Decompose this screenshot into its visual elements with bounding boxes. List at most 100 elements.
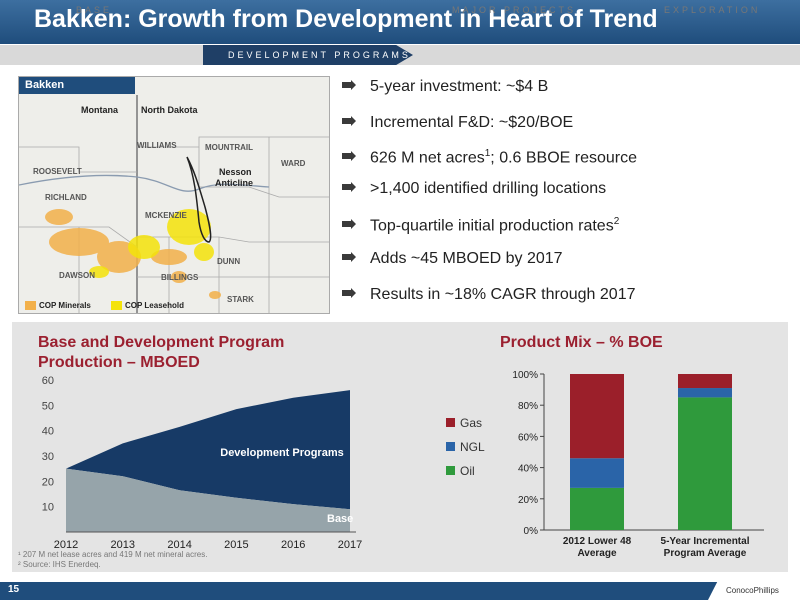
bar-category-label: 5-Year Incremental xyxy=(661,536,750,547)
legend-swatch-cop-leasehold xyxy=(111,301,122,310)
bullet-arrow-icon xyxy=(342,182,356,192)
bar-category-label: 2012 Lower 48 xyxy=(563,536,632,547)
area-y-tick-label: 30 xyxy=(42,451,54,463)
area-x-tick-label: 2017 xyxy=(338,539,362,551)
map-feature-anticline: Anticline xyxy=(215,178,254,188)
map-county-dawson: DAWSON xyxy=(59,271,95,280)
footnote-2: ² Source: IHS Enerdeq. xyxy=(18,560,101,569)
bullet-item: Top-quartile initial production rates2 xyxy=(342,216,619,238)
bar-category-label: Program Average xyxy=(664,548,747,559)
area-x-tick-label: 2012 xyxy=(54,539,78,551)
area-x-tick-label: 2013 xyxy=(111,539,135,551)
charts-canvas: Development Programs Base 10 20 30 40 50 60 2012… xyxy=(42,370,764,559)
bullet-text: 626 M net acres xyxy=(370,149,485,167)
page-title: Bakken: Growth from Development in Heart… xyxy=(34,5,658,33)
bullet-item: 626 M net acres1; 0.6 BBOE resource xyxy=(342,148,637,170)
legend-label-ngl: NGL xyxy=(460,440,485,454)
bullet-text: >1,400 identified drilling locations xyxy=(370,180,607,197)
map-county-richland: RICHLAND xyxy=(45,193,87,202)
legend-label-gas: Gas xyxy=(460,416,482,430)
bullet-arrow-icon xyxy=(342,288,356,298)
nav-active-chevron xyxy=(203,45,413,65)
company-logo: ConocoPhillips xyxy=(726,586,779,595)
area-chart-title-line1: Base and Development Program xyxy=(38,334,285,351)
nav-item-major-projects[interactable]: MAJOR PROJECTS xyxy=(452,5,577,15)
area-series-base xyxy=(66,468,350,532)
area-y-tick-label: 60 xyxy=(42,375,54,387)
map-badge: Bakken xyxy=(19,77,135,94)
bullet-arrow-icon xyxy=(342,219,356,230)
bullet-text: Adds ~45 MBOED by 2017 xyxy=(370,250,563,267)
bar-segment-ngl xyxy=(570,458,624,488)
legend-label-cop-minerals: COP Minerals xyxy=(39,301,91,310)
bar-y-tick-label: 40% xyxy=(518,464,538,475)
map-graphic xyxy=(19,95,329,313)
map-county-billings: BILLINGS xyxy=(161,273,199,282)
bullet-arrow-icon xyxy=(342,116,356,126)
legend-swatch-cop-minerals xyxy=(25,301,36,310)
area-series-development-programs xyxy=(66,390,350,510)
bullet-arrow-icon xyxy=(342,151,356,162)
map-county-dunn: DUNN xyxy=(217,257,241,266)
map-county-roosevelt: ROOSEVELT xyxy=(33,167,82,176)
nav-item-exploration[interactable]: EXPLORATION xyxy=(664,5,761,15)
area-chart-title-line2: Production – MBOED xyxy=(38,354,200,371)
bar-y-tick-label: 60% xyxy=(518,432,538,443)
map-county-williams: WILLIAMS xyxy=(137,141,177,150)
title-bar xyxy=(0,0,800,44)
map-county-stark: STARK xyxy=(227,295,254,304)
bar-category-label: Average xyxy=(577,548,617,559)
bullet-item: Adds ~45 MBOED by 2017 xyxy=(342,250,563,272)
bar-y-tick-label: 0% xyxy=(524,526,539,537)
area-x-tick-label: 2014 xyxy=(167,539,191,551)
map-county-ward: WARD xyxy=(281,159,306,168)
bullet-item: >1,400 identified drilling locations xyxy=(342,180,606,202)
bullet-text: Top-quartile initial production rates xyxy=(370,217,614,235)
logo-box xyxy=(708,582,800,600)
bullet-arrow-icon xyxy=(342,252,356,262)
footer-bar xyxy=(0,582,800,600)
bakken-map: Bakken Montana North Dakota WILLIAMS MOU… xyxy=(18,76,330,314)
bullet-text-tail: ; 0.6 BBOE resource xyxy=(490,149,638,167)
map-feature-nesson: Nesson xyxy=(219,167,252,177)
bullet-item: Incremental F&D: ~$20/BOE xyxy=(342,114,573,136)
bar-segment-oil xyxy=(678,397,732,530)
map-state-north-dakota: North Dakota xyxy=(141,105,198,115)
legend-swatch-oil xyxy=(446,466,455,475)
map-state-montana: Montana xyxy=(81,105,118,115)
legend-label-oil: Oil xyxy=(460,464,475,478)
charts-panel: Base and Development Program Production … xyxy=(12,322,788,572)
bar-segment-gas xyxy=(570,374,624,459)
nav-item-base[interactable]: BASE xyxy=(76,5,113,15)
bullet-footnote-ref: 2 xyxy=(613,216,620,227)
bar-y-tick-label: 20% xyxy=(518,495,538,506)
bullet-text: Results in ~18% CAGR through 2017 xyxy=(370,286,636,303)
area-x-tick-label: 2016 xyxy=(281,539,305,551)
map-county-mckenzie: MCKENZIE xyxy=(145,211,187,220)
nav-item-development-programs[interactable]: DEVELOPMENT PROGRAMS xyxy=(228,50,411,60)
area-label-development-programs: Development Programs xyxy=(220,447,343,459)
bullet-arrow-icon xyxy=(342,80,356,90)
legend-swatch-gas xyxy=(446,418,455,427)
area-y-tick-label: 10 xyxy=(42,502,54,514)
area-y-tick-label: 20 xyxy=(42,476,54,488)
bullet-footnote-ref: 1 xyxy=(484,148,491,159)
footnote-1: ¹ 207 M net lease acres and 419 M net mi… xyxy=(18,550,208,559)
bullet-text: Incremental F&D: ~$20/BOE xyxy=(370,114,574,131)
bullet-item: 5-year investment: ~$4 B xyxy=(342,78,548,100)
bar-segment-ngl xyxy=(678,388,732,398)
area-y-tick-label: 40 xyxy=(42,426,54,438)
legend-swatch-ngl xyxy=(446,442,455,451)
map-county-mountrail: MOUNTRAIL xyxy=(205,143,253,152)
legend-label-cop-leasehold: COP Leasehold xyxy=(125,301,184,310)
bar-segment-oil xyxy=(570,487,624,530)
bar-segment-gas xyxy=(678,374,732,389)
bar-y-tick-label: 80% xyxy=(518,401,538,412)
page-number: 15 xyxy=(8,584,20,595)
area-label-base: Base xyxy=(327,513,353,525)
bar-y-tick-label: 100% xyxy=(512,370,538,381)
area-y-tick-label: 50 xyxy=(42,400,54,412)
bar-chart-title: Product Mix – % BOE xyxy=(500,334,663,351)
bullet-item: Results in ~18% CAGR through 2017 xyxy=(342,286,635,308)
